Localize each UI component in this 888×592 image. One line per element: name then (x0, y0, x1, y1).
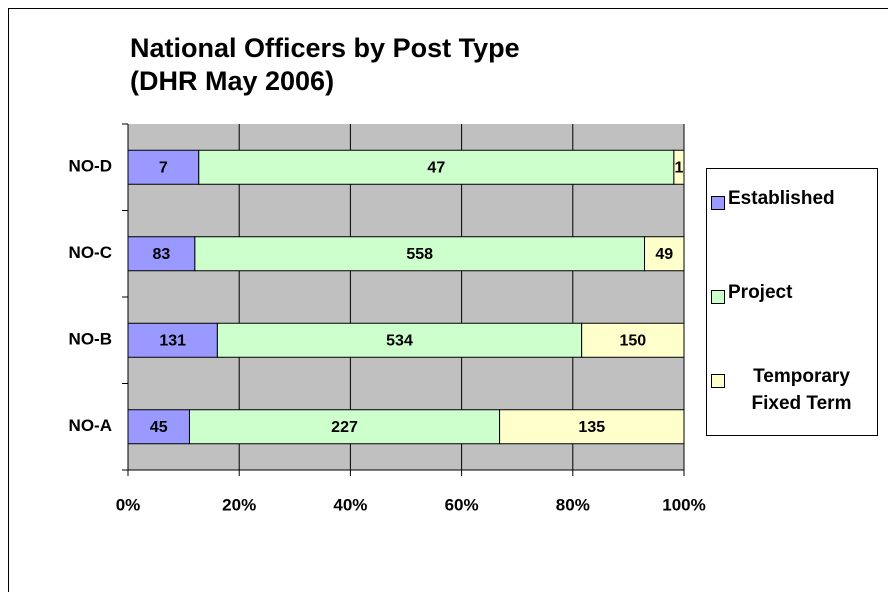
data-label: 1 (674, 159, 683, 176)
bar-segment (499, 409, 685, 445)
x-tick-label: 60% (445, 495, 479, 514)
y-tick-label: NO-D (69, 157, 112, 176)
data-label: 83 (153, 246, 171, 263)
bar-segment (198, 149, 675, 185)
data-label: 135 (578, 419, 605, 436)
legend-item: Temporary Fixed Term (711, 366, 875, 417)
legend-swatch (711, 196, 725, 210)
bar-segment (673, 149, 685, 185)
data-label: 131 (159, 332, 186, 349)
legend: Established Project Temporary Fixed Term (706, 168, 878, 436)
data-label: 7 (159, 159, 168, 176)
x-tick-label: 40% (333, 495, 367, 514)
bar-segment (127, 149, 200, 185)
x-tick-label: 100% (662, 495, 705, 514)
data-label: 227 (331, 419, 358, 436)
chart-border (8, 8, 888, 592)
y-tick-label: NO-C (69, 243, 112, 262)
bar-segment (188, 409, 501, 445)
x-tick-label: 80% (556, 495, 590, 514)
legend-item: Project (711, 282, 875, 306)
data-label: 47 (427, 159, 445, 176)
legend-item: Established (711, 188, 875, 212)
bar-segment (216, 322, 583, 358)
data-label: 150 (619, 332, 646, 349)
bar-segment (581, 322, 685, 358)
legend-label: Project (728, 282, 793, 303)
legend-label: Temporary Fixed Term (751, 366, 852, 414)
y-tick-label: NO-B (69, 330, 112, 349)
bar-segment (644, 236, 685, 272)
chart-title: National Officers by Post Type (130, 33, 520, 63)
legend-label: Established (728, 188, 835, 209)
x-tick-label: 20% (222, 495, 256, 514)
data-label: 45 (150, 419, 168, 436)
legend-swatch (711, 290, 725, 304)
data-label: 534 (386, 332, 413, 349)
y-tick-label: NO-A (69, 416, 112, 435)
x-tick-label: 0% (116, 495, 141, 514)
bar-segment (127, 322, 218, 358)
legend-swatch (711, 374, 725, 388)
chart-title: (DHR May 2006) (130, 66, 334, 96)
data-label: 558 (406, 246, 433, 263)
bar-segment (127, 409, 190, 445)
data-label: 49 (655, 246, 673, 263)
